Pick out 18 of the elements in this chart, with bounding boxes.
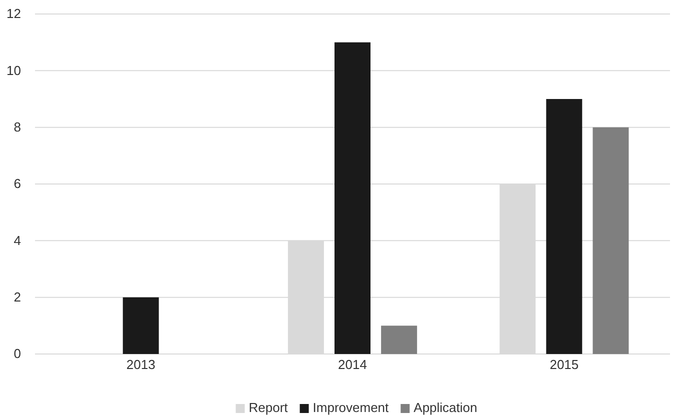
x-tick-label: 2014 xyxy=(338,357,367,372)
legend-label: Improvement xyxy=(312,400,390,415)
y-tick-label: 4 xyxy=(14,232,21,248)
legend-label: Application xyxy=(414,400,478,415)
y-tick-label: 6 xyxy=(14,176,21,192)
bar xyxy=(592,127,629,354)
y-tick-label: 12 xyxy=(6,6,21,22)
bar xyxy=(122,297,159,354)
bar xyxy=(381,326,418,354)
bar xyxy=(546,99,582,354)
y-tick-label: 8 xyxy=(14,119,21,134)
x-tick-label: 2013 xyxy=(126,357,156,372)
y-tick-label: 0 xyxy=(14,346,21,362)
x-tick-label: 2015 xyxy=(550,357,579,372)
y-tick-label: 2 xyxy=(14,289,21,304)
legend-label: Report xyxy=(248,400,288,415)
y-tick-label: 10 xyxy=(6,62,21,78)
bar xyxy=(334,42,370,354)
